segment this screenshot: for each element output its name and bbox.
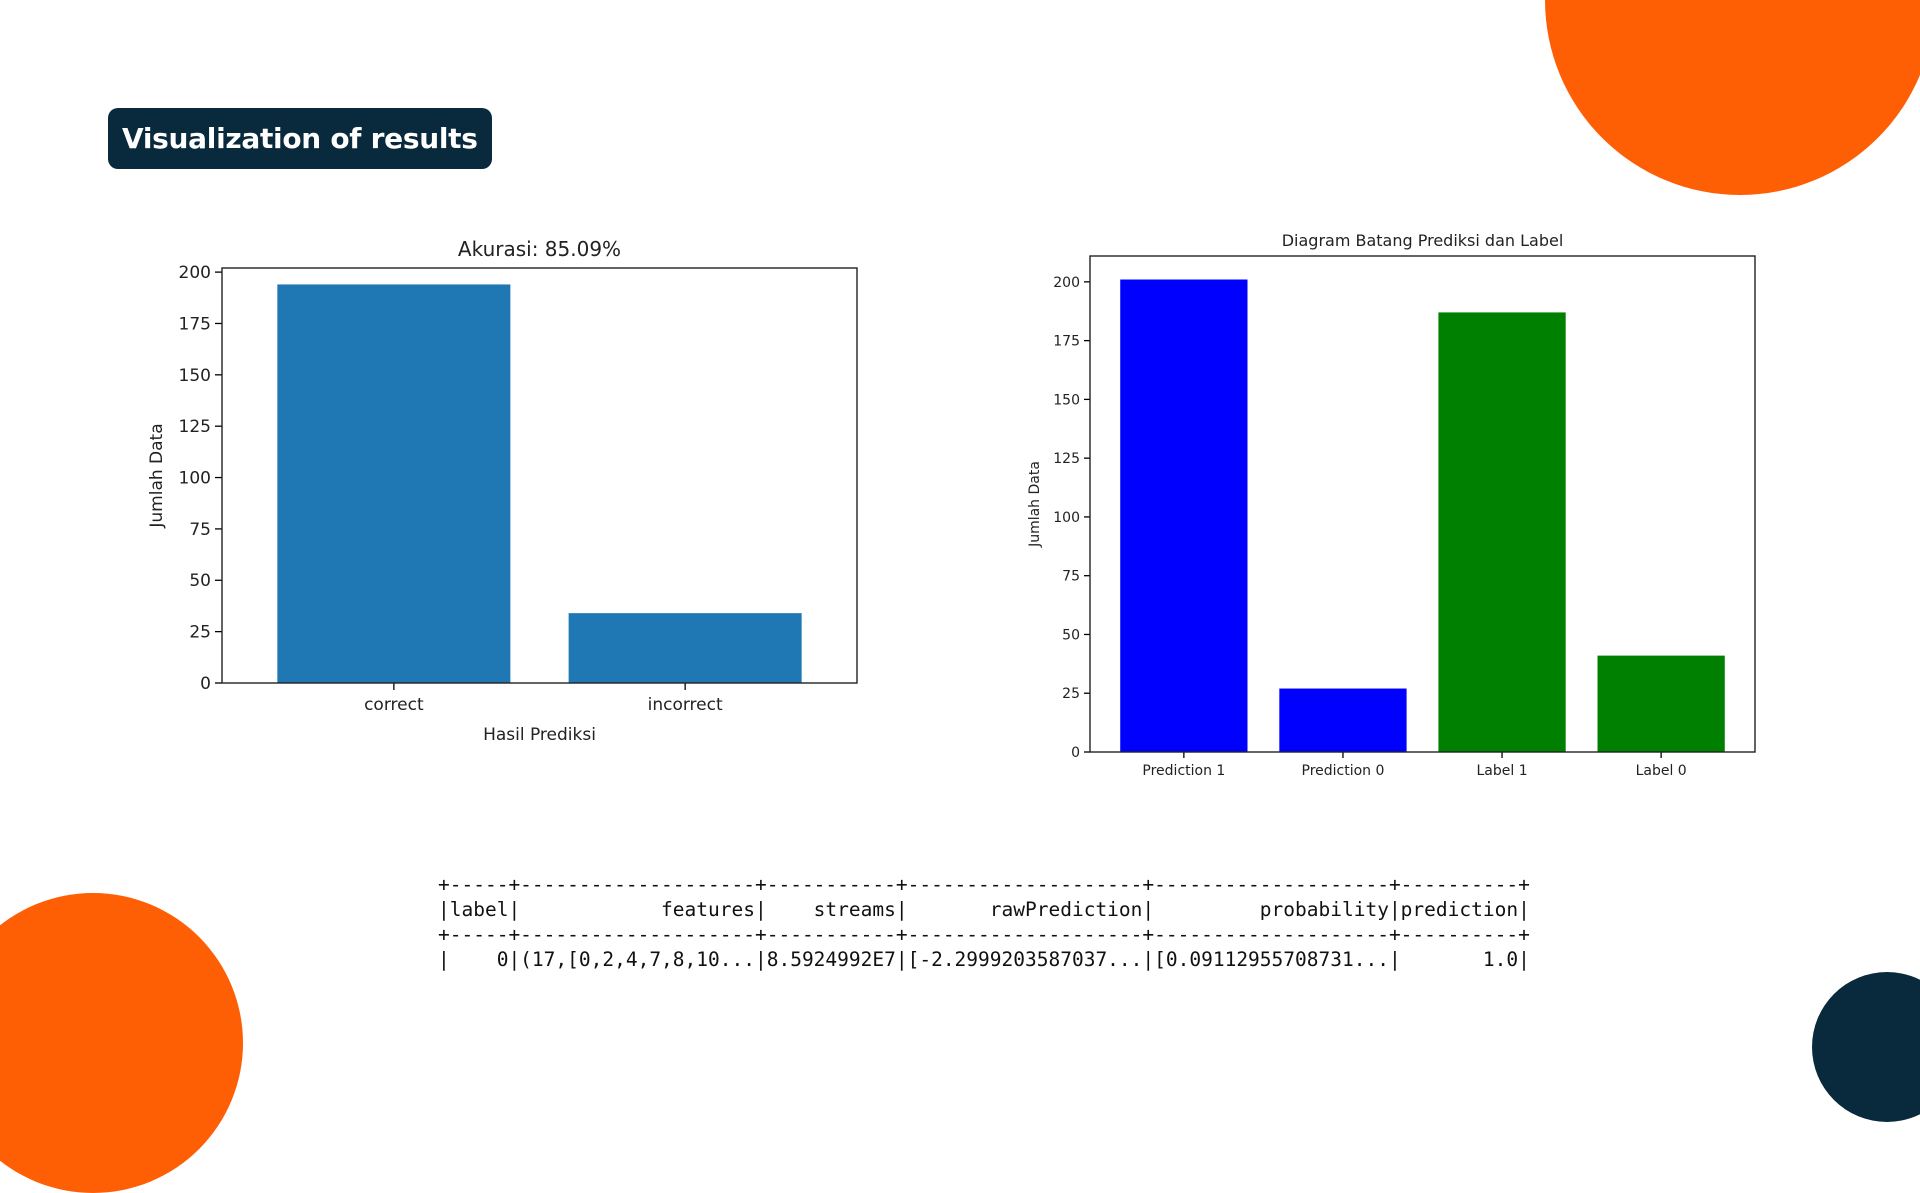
y-tick-label: 100 bbox=[1053, 510, 1080, 526]
plot-frame bbox=[221, 267, 858, 684]
decorative-circle-top-right bbox=[1545, 0, 1920, 195]
x-tick-label: Prediction 0 bbox=[1302, 763, 1385, 779]
table-separator: +-----+--------------------+-----------+… bbox=[438, 873, 1530, 896]
y-tick-label: 0 bbox=[1071, 745, 1080, 761]
table-separator: +-----+--------------------+-----------+… bbox=[438, 923, 1530, 946]
y-tick-label: 50 bbox=[1062, 627, 1080, 643]
y-tick-label: 200 bbox=[179, 263, 211, 283]
chart-title: Akurasi: 85.09% bbox=[458, 237, 621, 261]
bar-correct bbox=[277, 284, 511, 683]
y-tick-label: 175 bbox=[1053, 334, 1080, 350]
y-tick-label: 75 bbox=[189, 520, 211, 540]
slide-title: Visualization of results bbox=[108, 108, 492, 169]
bar-prediction-0 bbox=[1279, 688, 1407, 752]
chart-title: Diagram Batang Prediksi dan Label bbox=[1282, 231, 1564, 250]
y-tick-label: 25 bbox=[189, 623, 211, 643]
x-tick-label: Label 0 bbox=[1636, 763, 1687, 779]
spark-output-table: +-----+--------------------+-----------+… bbox=[438, 872, 1530, 972]
y-tick-label: 125 bbox=[1053, 451, 1080, 467]
y-tick-label: 25 bbox=[1062, 686, 1080, 702]
y-tick-label: 150 bbox=[1053, 392, 1080, 408]
y-axis-label: Jumlah Data bbox=[1027, 461, 1043, 548]
bar-incorrect bbox=[568, 613, 802, 683]
y-tick-label: 150 bbox=[179, 366, 211, 386]
x-tick-label: correct bbox=[364, 695, 424, 715]
bar-label-1 bbox=[1438, 312, 1566, 752]
x-tick-label: Prediction 1 bbox=[1142, 763, 1225, 779]
y-tick-label: 175 bbox=[179, 314, 211, 334]
x-tick-label: Label 1 bbox=[1476, 763, 1527, 779]
decorative-circle-bottom-right bbox=[1812, 972, 1920, 1122]
y-tick-label: 50 bbox=[189, 571, 211, 591]
accuracy-bar-chart: correct incorrect 0 25 50 75 100 125 150 175 200 Ak… bbox=[147, 237, 858, 745]
y-tick-label: 200 bbox=[1053, 275, 1080, 291]
y-tick-label: 0 bbox=[200, 674, 211, 694]
bar-prediction-1 bbox=[1120, 279, 1248, 752]
prediction-label-bar-chart: Prediction 1 Prediction 0 Label 1 Label 0 0 2… bbox=[1027, 231, 1756, 779]
table-row: | 0|(17,[0,2,4,7,8,10...|8.5924992E7|[-2… bbox=[438, 948, 1530, 971]
y-axis-label: Jumlah Data bbox=[147, 423, 167, 528]
plot-frame bbox=[1089, 255, 1756, 753]
y-tick-label: 125 bbox=[179, 417, 211, 437]
table-header-row: |label| features| streams| rawPrediction… bbox=[438, 898, 1530, 921]
x-axis-label: Hasil Prediksi bbox=[483, 725, 596, 745]
decorative-circle-bottom-left bbox=[0, 893, 243, 1193]
y-tick-label: 100 bbox=[179, 469, 211, 489]
x-tick-label: incorrect bbox=[648, 695, 723, 715]
bar-label-0 bbox=[1597, 655, 1725, 752]
y-tick-label: 75 bbox=[1062, 569, 1080, 585]
